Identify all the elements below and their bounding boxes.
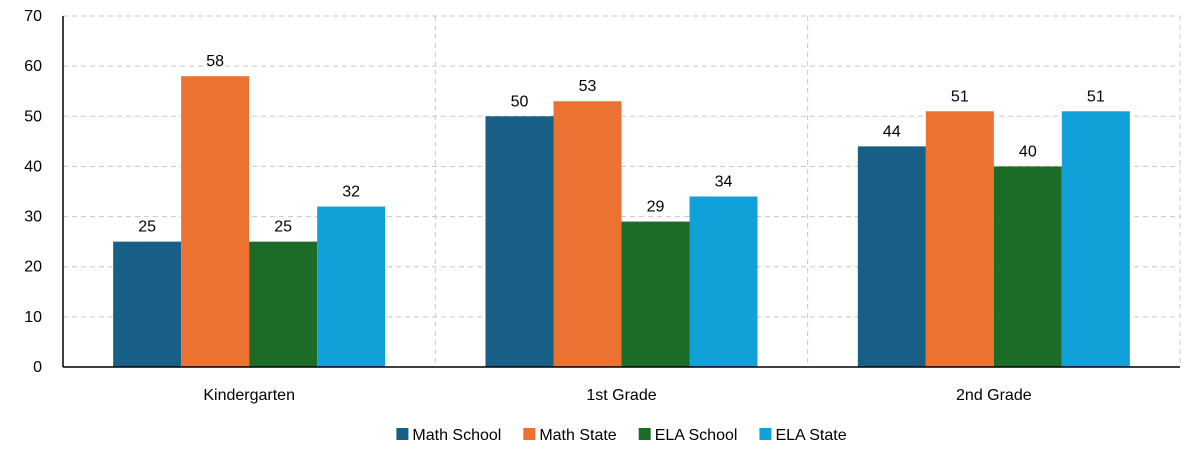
axes: [62, 16, 1180, 368]
data-label: 58: [206, 53, 224, 70]
bar: [181, 76, 250, 368]
x-category-label: 2nd Grade: [956, 387, 1032, 404]
legend-label: ELA School: [655, 427, 738, 444]
data-label: 29: [647, 199, 665, 216]
y-tick-label: 0: [33, 359, 42, 376]
data-label: 51: [1087, 88, 1105, 105]
data-label: 40: [1019, 143, 1037, 160]
legend-label: Math State: [539, 427, 616, 444]
data-label: 44: [883, 123, 901, 140]
x-category-label: Kindergarten: [203, 387, 295, 404]
bar: [621, 221, 690, 367]
x-category-label: 1st Grade: [586, 387, 656, 404]
data-label: 50: [511, 93, 529, 110]
data-labels: 25 58 25 32 50 53 29 34 44 51 40 51: [138, 53, 1105, 235]
y-tick-label: 30: [24, 209, 42, 226]
legend-label: Math School: [412, 427, 501, 444]
data-label: 25: [274, 219, 292, 236]
y-tick-label: 60: [24, 58, 42, 75]
bar: [317, 206, 386, 367]
bar: [553, 101, 622, 367]
bar: [113, 241, 182, 367]
bar: [689, 196, 758, 367]
data-label: 32: [342, 184, 360, 201]
x-axis-categories: Kindergarten 1st Grade 2nd Grade: [203, 387, 1031, 404]
bar: [857, 146, 926, 367]
y-tick-label: 40: [24, 158, 42, 175]
bar: [1061, 111, 1130, 368]
bars: [113, 76, 1130, 368]
y-tick-label: 70: [24, 8, 42, 25]
data-label: 25: [138, 219, 156, 236]
y-axis-ticks: 0 10 20 30 40 50 60 70: [24, 8, 42, 376]
bar: [485, 116, 554, 368]
bar: [993, 166, 1062, 367]
legend: Math School Math State ELA School ELA State: [396, 427, 847, 444]
y-tick-label: 20: [24, 259, 42, 276]
data-label: 51: [951, 88, 969, 105]
legend-label: ELA State: [775, 427, 846, 444]
bar: [925, 111, 994, 368]
legend-swatch: [759, 428, 772, 440]
bar: [249, 241, 318, 367]
y-tick-label: 10: [24, 309, 42, 326]
legend-swatch: [396, 428, 409, 440]
data-label: 53: [579, 78, 597, 95]
legend-swatch: [638, 428, 651, 440]
legend-swatch: [523, 428, 536, 440]
data-label: 34: [715, 174, 733, 191]
y-tick-label: 50: [24, 108, 42, 125]
